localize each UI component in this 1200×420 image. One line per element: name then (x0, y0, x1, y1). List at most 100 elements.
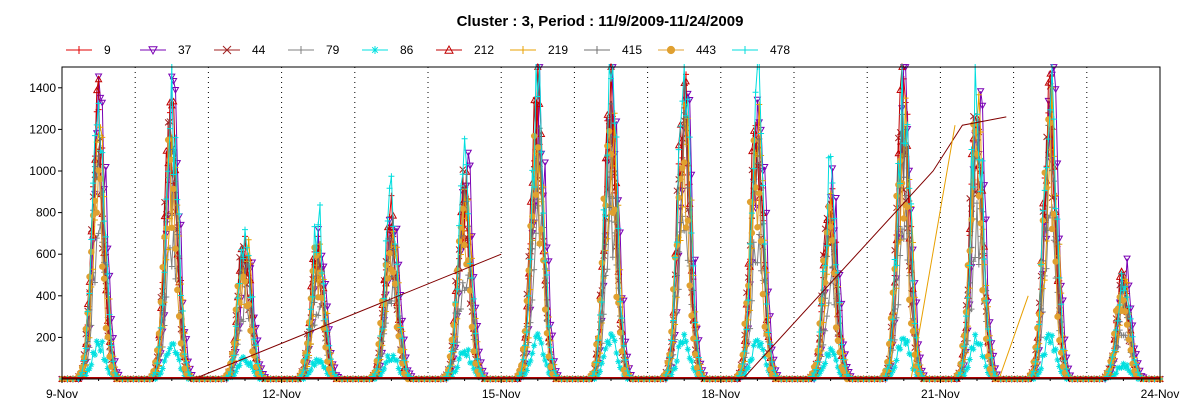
data-point-86 (758, 340, 765, 347)
data-point-478 (622, 356, 629, 363)
data-point-478 (908, 200, 915, 207)
data-point-79 (895, 301, 902, 308)
data-point-478 (79, 369, 86, 376)
data-point-478 (527, 256, 534, 263)
data-point-478 (456, 222, 463, 229)
data-point-219 (822, 302, 829, 309)
data-point-443 (611, 206, 618, 213)
data-point-478 (739, 360, 746, 367)
data-point-478 (232, 323, 239, 330)
data-point-443 (304, 340, 311, 347)
data-point-86 (232, 368, 239, 375)
data-point-478 (668, 337, 675, 344)
data-point-86 (236, 362, 243, 369)
data-point-478 (403, 365, 410, 372)
data-point-415 (898, 111, 905, 118)
data-point-443 (170, 185, 177, 193)
data-point-86 (688, 358, 695, 365)
data-point-37 (1053, 160, 1062, 168)
data-point-86 (166, 345, 173, 352)
data-point-86 (902, 340, 909, 347)
data-point-86 (324, 370, 331, 377)
data-point-443 (324, 358, 331, 365)
data-point-478 (615, 225, 622, 232)
data-point-443 (177, 340, 185, 347)
plot-area (58, 62, 1164, 384)
legend-label: 79 (326, 43, 340, 57)
data-point-478 (1032, 358, 1039, 365)
data-point-443 (468, 323, 476, 331)
data-point-86 (681, 331, 688, 338)
data-point-79 (88, 322, 95, 329)
data-point-86 (668, 371, 675, 378)
data-point-478 (110, 358, 117, 365)
data-point-478 (593, 359, 600, 366)
data-point-86 (381, 365, 388, 372)
data-point-478 (979, 157, 986, 164)
data-point-86 (1122, 364, 1129, 371)
data-point-478 (258, 371, 265, 378)
data-point-478 (988, 354, 995, 361)
data-point-443 (236, 299, 243, 306)
data-point-86 (964, 364, 971, 371)
data-point-478 (1063, 365, 1070, 372)
data-point-443 (161, 233, 168, 241)
legend: 9 37 44 79 86 212 219 415 443 478 (66, 43, 790, 57)
data-point-443 (613, 293, 620, 301)
data-point-415 (463, 198, 470, 205)
data-point-219 (1041, 277, 1048, 284)
data-point-443 (827, 223, 834, 230)
data-point-212 (680, 79, 689, 87)
data-point-478 (375, 354, 382, 361)
data-point-37 (102, 163, 110, 171)
data-point-478 (895, 160, 902, 167)
data-point-478 (743, 326, 750, 333)
data-point-415 (908, 259, 915, 266)
data-point-415 (836, 320, 843, 327)
data-point-478 (697, 367, 704, 374)
data-point-86 (231, 372, 238, 379)
data-point-478 (911, 320, 918, 327)
data-point-478 (917, 368, 924, 375)
data-point-86 (904, 338, 911, 345)
data-point-478 (551, 367, 558, 374)
data-point-443 (889, 289, 897, 296)
data-point-478 (752, 89, 759, 96)
data-point-86 (979, 353, 986, 360)
data-point-478 (317, 201, 324, 208)
data-point-443 (377, 319, 384, 327)
data-point-219 (1049, 84, 1056, 91)
legend-swatch-marker (741, 46, 749, 54)
data-point-478 (692, 319, 699, 326)
data-point-478 (388, 173, 395, 180)
data-point-86 (887, 371, 894, 378)
data-point-478 (159, 302, 166, 309)
data-point-219 (756, 101, 763, 108)
data-point-443 (1122, 308, 1129, 315)
data-point-443 (168, 224, 176, 231)
data-point-443 (309, 267, 316, 275)
data-point-86 (897, 346, 904, 353)
data-point-415 (95, 153, 102, 160)
data-point-415 (91, 163, 98, 170)
data-point-478 (243, 244, 250, 251)
data-point-478 (531, 184, 538, 191)
series-line-415 (62, 103, 1160, 380)
data-point-478 (968, 146, 975, 153)
data-point-478 (1133, 361, 1140, 368)
data-point-478 (814, 358, 821, 365)
data-point-219 (677, 237, 684, 244)
data-point-219 (457, 251, 464, 258)
data-point-86 (836, 369, 843, 376)
data-point-478 (977, 188, 984, 195)
data-point-478 (889, 316, 896, 323)
legend-item-415: 415 (584, 43, 642, 57)
data-point-478 (611, 120, 618, 127)
data-point-86 (313, 356, 320, 363)
data-point-478 (183, 359, 190, 366)
data-point-478 (670, 317, 677, 324)
data-point-443 (688, 312, 695, 319)
data-point-79 (531, 266, 538, 273)
data-point-86 (756, 343, 763, 350)
data-point-443 (664, 359, 671, 366)
